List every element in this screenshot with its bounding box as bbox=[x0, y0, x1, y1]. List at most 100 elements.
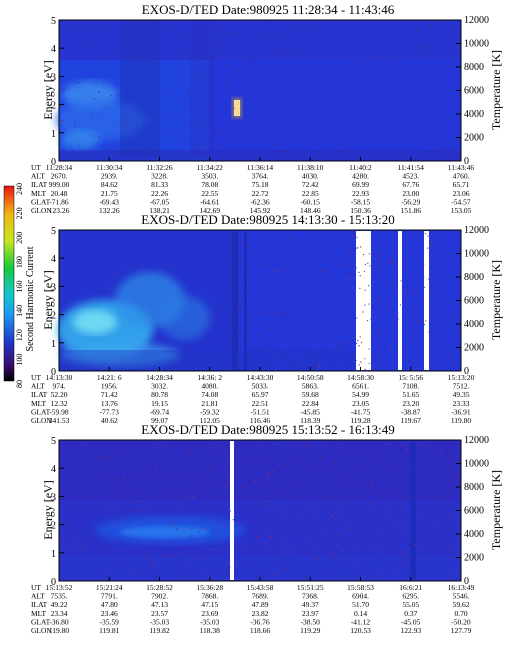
noise-dot bbox=[322, 273, 324, 275]
table-cell: -59.98 bbox=[49, 407, 69, 416]
noise-dot bbox=[72, 152, 74, 154]
noise-dot bbox=[226, 570, 228, 573]
noise-dot bbox=[296, 361, 298, 363]
noise-dot bbox=[271, 511, 273, 513]
table-cell: 11:40:2 bbox=[349, 163, 372, 172]
noise-dot bbox=[279, 287, 281, 290]
noise-dot bbox=[225, 82, 227, 84]
noise-dot bbox=[351, 75, 353, 77]
noise-dot bbox=[319, 333, 322, 335]
panel-3-title: EXOS-D/TED Date:980925 15:13:52 - 16:13:… bbox=[141, 422, 394, 437]
table-row-label: MLT bbox=[31, 399, 47, 408]
noise-dot bbox=[272, 271, 274, 273]
noise-dot bbox=[257, 85, 259, 87]
noise-dot bbox=[305, 285, 307, 287]
noise-dot bbox=[75, 82, 77, 84]
table-cell: 19.15 bbox=[151, 399, 168, 408]
noise-dot bbox=[135, 66, 137, 68]
noise-dot bbox=[248, 357, 250, 359]
noise-dot bbox=[347, 499, 349, 501]
noise-dot bbox=[343, 240, 345, 242]
noise-dot bbox=[169, 524, 171, 527]
table-row-label: UT bbox=[31, 163, 41, 172]
noise-dot bbox=[268, 107, 270, 109]
ytick-right-label: 4000 bbox=[464, 109, 484, 120]
noise-dot bbox=[422, 299, 424, 302]
noise-dot bbox=[334, 554, 336, 556]
noise-dot bbox=[210, 105, 212, 108]
noise-dot bbox=[279, 442, 281, 444]
noise-dot bbox=[298, 334, 300, 336]
noise-dot bbox=[336, 149, 338, 151]
noise-dot bbox=[272, 277, 274, 279]
table-cell: 11:38:10 bbox=[297, 163, 324, 172]
noise-dot bbox=[268, 100, 270, 102]
noise-dot bbox=[274, 89, 276, 91]
noise-dot bbox=[258, 124, 261, 127]
noise-dot bbox=[296, 74, 298, 76]
noise-dot bbox=[281, 316, 283, 318]
noise-dot bbox=[269, 37, 271, 39]
noise-dot bbox=[78, 145, 80, 147]
ytick-label: 3 bbox=[51, 492, 56, 503]
table-cell: 151.86 bbox=[400, 206, 421, 215]
noise-dot bbox=[213, 44, 215, 46]
noise-dot bbox=[287, 109, 289, 111]
table-cell: 1956. bbox=[101, 382, 118, 391]
noise-dot bbox=[172, 88, 174, 90]
noise-dot bbox=[417, 320, 419, 322]
noise-dot bbox=[251, 298, 253, 300]
noise-dot bbox=[267, 327, 269, 330]
ytick-right-label: 8000 bbox=[464, 272, 484, 283]
noise-dot bbox=[323, 496, 326, 498]
noise-dot bbox=[262, 474, 264, 476]
noise-dot bbox=[412, 360, 414, 362]
noise-dot bbox=[67, 539, 69, 541]
noise-dot bbox=[257, 575, 259, 578]
panel-1-plot-area bbox=[55, 20, 461, 161]
noise-dot bbox=[232, 519, 234, 521]
noise-dot bbox=[447, 491, 450, 493]
noise-dot bbox=[94, 540, 96, 542]
ytick-right-label: 0 bbox=[464, 576, 469, 587]
table-cell: -35.59 bbox=[100, 617, 120, 626]
noise-dot bbox=[93, 39, 95, 41]
noise-dot bbox=[310, 266, 312, 268]
noise-dot bbox=[382, 236, 384, 238]
noise-dot bbox=[415, 536, 417, 538]
table-cell: 7689. bbox=[252, 592, 269, 601]
noise-dot bbox=[87, 557, 89, 560]
noise-dot bbox=[246, 73, 248, 75]
noise-dot bbox=[394, 239, 396, 241]
noise-dot bbox=[434, 117, 436, 119]
noise-dot bbox=[293, 238, 295, 240]
noise-dot bbox=[215, 531, 217, 533]
noise-dot bbox=[378, 269, 380, 271]
noise-dot bbox=[454, 508, 456, 510]
noise-dot bbox=[196, 30, 198, 32]
noise-dot bbox=[414, 312, 416, 314]
panel-3: EXOS-D/TED Date:980925 15:13:52 - 16:13:… bbox=[31, 422, 503, 635]
noise-dot bbox=[364, 289, 366, 291]
noise-dot bbox=[309, 241, 311, 243]
noise-dot bbox=[396, 275, 398, 277]
noise-dot bbox=[63, 87, 65, 90]
noise-dot bbox=[211, 548, 213, 550]
noise-dot bbox=[382, 362, 384, 364]
noise-dot bbox=[383, 275, 385, 277]
noise-dot bbox=[448, 26, 450, 28]
noise-dot bbox=[273, 559, 275, 561]
noise-dot bbox=[301, 90, 303, 92]
noise-dot bbox=[266, 262, 268, 264]
noise-dot bbox=[286, 49, 288, 52]
noise-dot bbox=[363, 142, 365, 144]
noise-dot bbox=[458, 261, 461, 263]
noise-dot bbox=[411, 341, 413, 343]
noise-dot bbox=[423, 323, 426, 326]
noise-dot bbox=[314, 277, 316, 279]
table-cell: 0.70 bbox=[454, 609, 467, 618]
noise-dot bbox=[155, 467, 157, 469]
noise-dot bbox=[326, 312, 329, 314]
noise-dot bbox=[265, 243, 268, 245]
noise-dot bbox=[341, 474, 343, 476]
